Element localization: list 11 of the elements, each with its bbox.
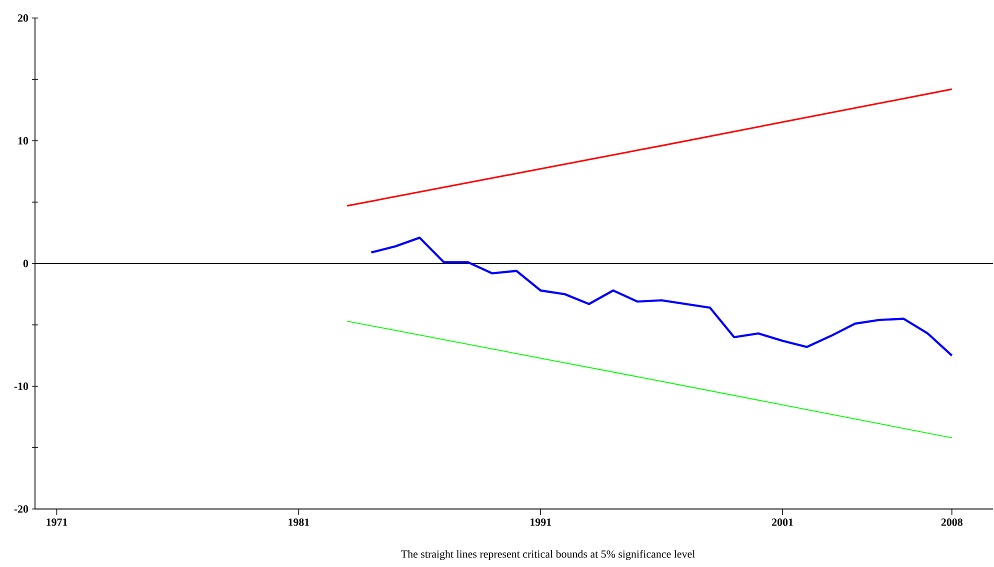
x-tick-label: 2001 [772,518,793,526]
x-tick-label: 1971 [46,518,68,526]
y-tick-label: -20 [14,505,28,513]
y-tick-label: -10 [14,382,28,390]
y-tick-label: 0 [23,260,28,268]
text: The straight lines represent critical bounds at 5% significance level [401,550,695,560]
x-tick-label: 1991 [530,518,552,526]
x-tick-label: 2008 [941,518,962,526]
y-tick-label: 10 [18,137,28,144]
x-tick-label: 1981 [288,518,310,526]
y-tick-label: 20 [18,14,28,22]
